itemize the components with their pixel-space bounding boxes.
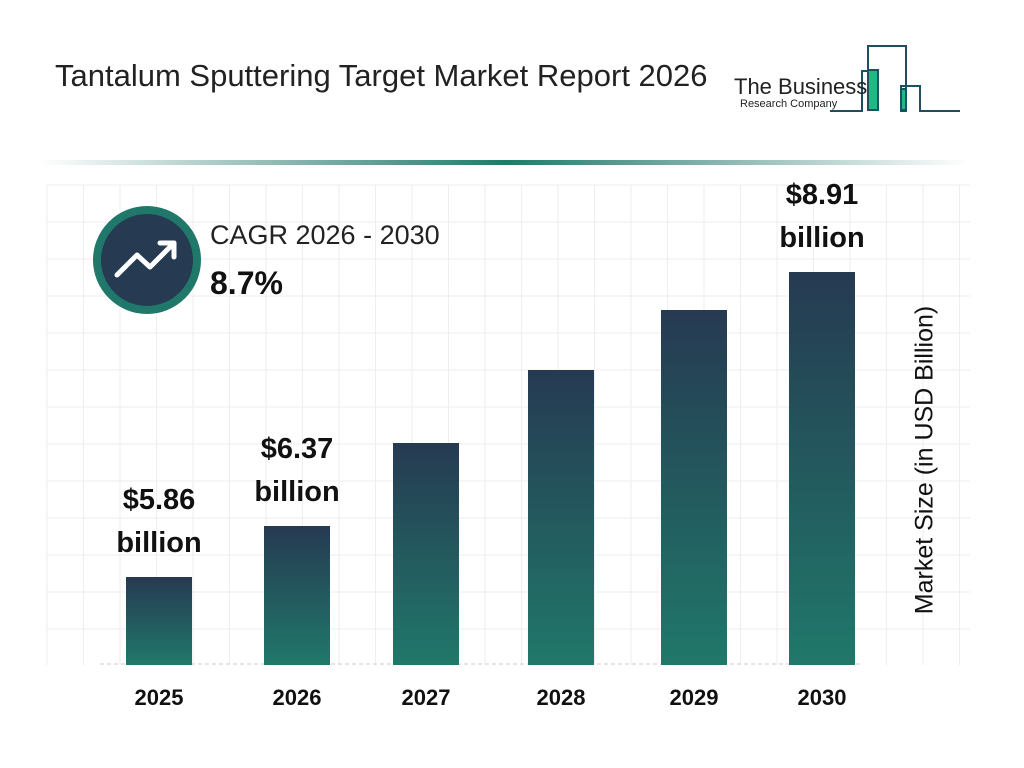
data-label: billion [779,222,864,254]
y-axis-label: Market Size (in USD Billion) [910,305,939,615]
bar-2028 [528,370,594,665]
cagr-value: 8.7% [210,265,283,301]
x-tick-label: 2029 [670,685,719,710]
data-label: $5.86 [123,484,196,516]
bar-2027 [393,443,459,665]
bar-2029 [661,310,727,665]
divider [40,160,970,165]
data-label: billion [116,527,201,559]
x-tick-label: 2028 [537,685,586,710]
company-logo: The Business Research Company [730,44,965,116]
trending-up-icon [93,206,201,314]
cagr-label: CAGR 2026 - 2030 [210,220,440,250]
x-tick-label: 2026 [273,685,322,710]
x-tick-label: 2025 [135,685,184,710]
x-tick-label: 2027 [402,685,451,710]
logo-buildings-icon [830,45,960,112]
bar-2025 [126,577,192,665]
data-label: $8.91 [786,179,859,211]
data-label: $6.37 [261,433,334,465]
logo-text: The Business [734,74,868,99]
bar-2026 [264,526,330,665]
logo-subtext: Research Company [740,98,838,110]
x-tick-label: 2030 [798,685,847,710]
data-label: billion [254,476,339,508]
page-title: Tantalum Sputtering Target Market Report… [55,58,708,93]
bar-2030 [789,272,855,665]
